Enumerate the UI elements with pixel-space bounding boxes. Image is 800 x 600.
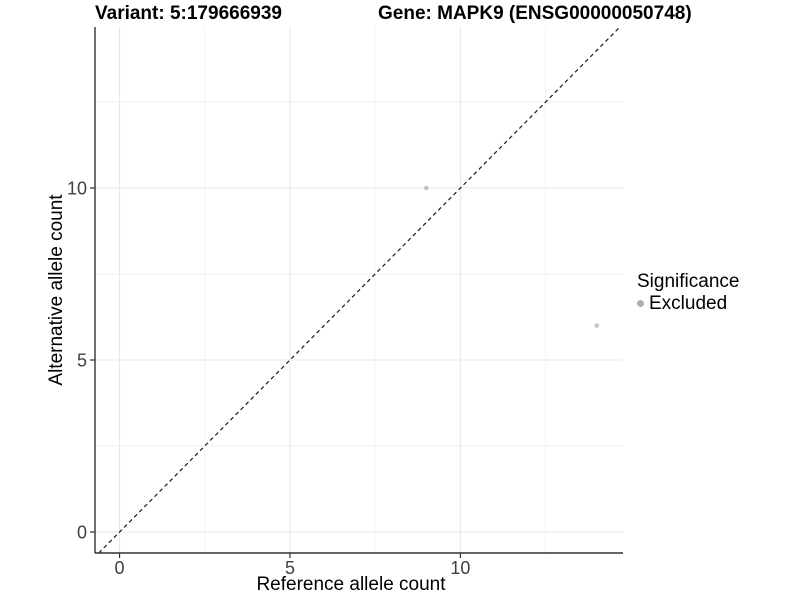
y-tick-label: 0	[77, 523, 87, 543]
data-point	[594, 323, 600, 328]
legend-item-label: Excluded	[649, 293, 728, 314]
x-axis-title: Reference allele count	[256, 574, 446, 595]
legend-item-excluded: Excluded	[637, 293, 739, 314]
legend: Significance Excluded	[637, 271, 739, 314]
x-tick-label: 10	[450, 558, 470, 578]
gene-title: Gene: MAPK9 (ENSG00000050748)	[378, 3, 692, 24]
identity-dashed-line	[98, 26, 621, 554]
legend-point-icon	[637, 300, 644, 307]
x-tick-label: 5	[285, 558, 295, 578]
y-tick-label: 5	[77, 351, 87, 371]
y-axis-title: Alternative allele count	[46, 194, 67, 386]
x-tick-label: 0	[115, 558, 125, 578]
data-point	[424, 185, 429, 191]
variant-title: Variant: 5:179666939	[95, 3, 282, 24]
legend-title: Significance	[637, 271, 740, 292]
y-tick-label: 10	[67, 178, 87, 198]
